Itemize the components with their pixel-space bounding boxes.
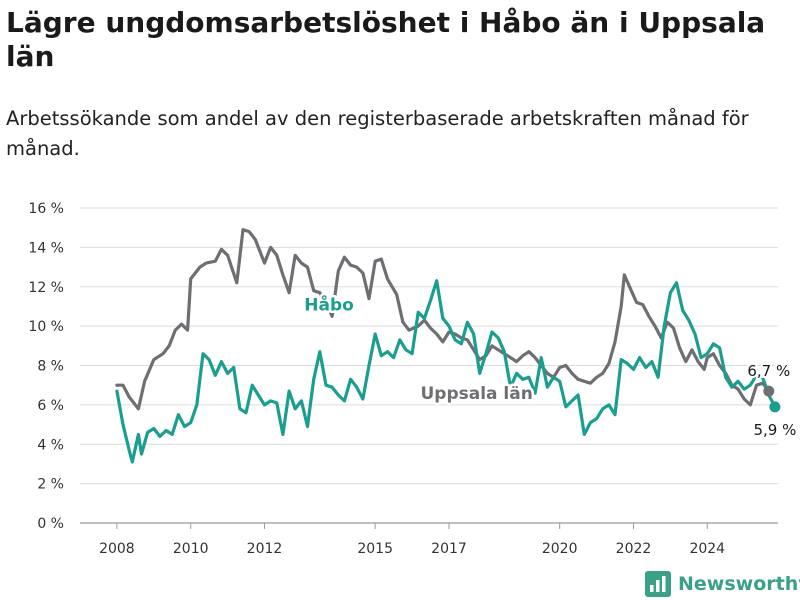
y-tick-label: 0 %: [37, 516, 64, 532]
series-end-label: 5,9 %: [753, 421, 796, 439]
x-tick-label: 2015: [357, 541, 393, 557]
series-labels: 6,7 % Uppsala län 5,9 % Håbo: [302, 291, 799, 441]
series-lines: [115, 228, 777, 464]
y-tick-label: 8 %: [37, 359, 64, 375]
series-end-dot: [763, 385, 775, 397]
brand-logo: Newsworthy: [645, 570, 800, 598]
x-tick-label: 2022: [616, 541, 652, 557]
series-name-label: Håbo: [304, 293, 354, 315]
chart-subtitle: Arbetssökande som andel av den registerb…: [6, 107, 749, 160]
x-tick-label: 2008: [99, 541, 135, 557]
x-tick-label: 2010: [173, 541, 209, 557]
x-tick-label: 2024: [689, 541, 725, 557]
y-tick-label: 2 %: [37, 477, 64, 493]
chart-title: Lägre ungdomsarbetslöshet i Håbo än i Up…: [6, 6, 766, 73]
y-tick-label: 16 %: [28, 201, 64, 217]
y-tick-label: 10 %: [28, 319, 64, 335]
brand-name: Newsworthy: [678, 573, 800, 595]
y-axis-tick-labels: 0 % 2 % 4 % 6 % 8 % 10 % 12 % 14 % 16 %: [28, 201, 64, 532]
x-axis-tick-labels: 2008 2010 2012 2015 2017 2020 2022 2024: [99, 523, 725, 557]
series-line-uppsala-län: [115, 228, 771, 411]
x-tick-label: 2012: [247, 541, 283, 557]
series-end-label: 6,7 %: [747, 362, 790, 380]
y-tick-label: 4 %: [37, 437, 64, 453]
gridlines: [80, 207, 778, 524]
x-tick-label: 2020: [542, 541, 578, 557]
bar-chart-logo-icon: [645, 571, 671, 597]
series-line-håbo: [115, 279, 777, 464]
x-tick-label: 2017: [431, 541, 467, 557]
y-tick-label: 6 %: [37, 398, 64, 414]
series-name-label: Uppsala län: [420, 384, 532, 404]
series-end-dot: [769, 401, 781, 413]
y-tick-label: 14 %: [28, 240, 64, 256]
y-tick-label: 12 %: [28, 280, 64, 296]
